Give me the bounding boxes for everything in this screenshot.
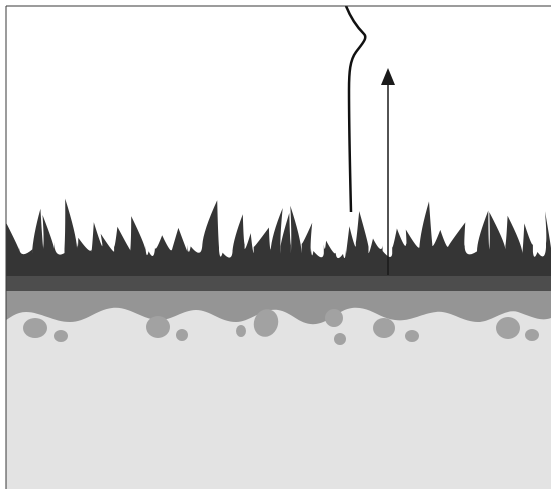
- stone: [54, 330, 68, 342]
- stone: [525, 329, 539, 341]
- stone: [23, 318, 47, 338]
- stone: [405, 330, 419, 342]
- arrow-head: [381, 68, 395, 85]
- subsoil-layer: [6, 286, 551, 489]
- topsoil-layer: [6, 285, 551, 325]
- stone: [325, 309, 343, 327]
- stones: [23, 309, 539, 345]
- thatch-layer: [6, 274, 551, 291]
- stone: [236, 325, 246, 337]
- stone: [146, 316, 170, 338]
- stone: [373, 318, 395, 338]
- stone: [334, 333, 346, 345]
- grass-layer: [5, 198, 551, 276]
- stone: [176, 329, 188, 341]
- stone: [496, 317, 520, 339]
- stone: [253, 309, 279, 337]
- wavy-vertical-line: [344, 5, 367, 213]
- upward-arrow: [381, 68, 395, 275]
